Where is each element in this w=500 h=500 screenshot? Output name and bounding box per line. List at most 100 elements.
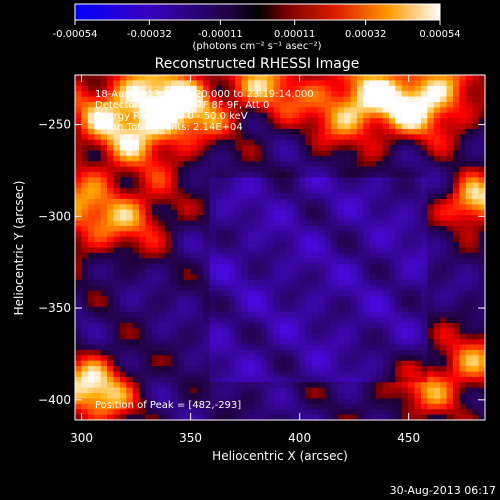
heatmap-cell xyxy=(132,242,140,249)
heatmap-cell xyxy=(433,231,441,238)
heatmap-cell xyxy=(420,371,428,378)
heatmap-cell xyxy=(452,145,460,152)
heatmap-cell xyxy=(318,387,326,394)
heatmap-cell xyxy=(254,236,262,243)
heatmap-cell xyxy=(126,387,134,394)
heatmap-cell xyxy=(119,306,127,313)
heatmap-cell xyxy=(222,85,230,92)
heatmap-cell xyxy=(177,290,185,297)
heatmap-cell xyxy=(119,112,127,119)
heatmap-cell xyxy=(292,349,300,356)
heatmap-cell xyxy=(190,220,198,227)
heatmap-cell xyxy=(177,322,185,329)
heatmap-cell xyxy=(388,123,396,130)
heatmap-cell xyxy=(280,161,288,168)
heatmap-cell xyxy=(158,414,166,420)
heatmap-cell xyxy=(94,96,102,103)
heatmap-cell xyxy=(81,150,89,157)
heatmap-cell xyxy=(312,274,320,281)
heatmap-cell xyxy=(87,333,95,340)
heatmap-cell xyxy=(395,220,403,227)
heatmap-cell xyxy=(472,209,480,216)
heatmap-cell xyxy=(209,155,217,162)
heatmap-cell xyxy=(247,139,255,146)
heatmap-cell xyxy=(452,225,460,232)
heatmap-cell xyxy=(151,409,159,416)
heatmap-cell xyxy=(209,215,217,222)
heatmap-cell xyxy=(273,258,281,265)
heatmap-cell xyxy=(446,85,454,92)
heatmap-cell xyxy=(113,285,121,292)
heatmap-cell xyxy=(75,209,83,216)
heatmap-cell xyxy=(280,112,288,119)
heatmap-cell xyxy=(440,258,448,265)
heatmap-cell xyxy=(299,139,307,146)
heatmap-cell xyxy=(440,269,448,276)
heatmap-cell xyxy=(171,85,179,92)
heatmap-cell xyxy=(414,75,422,81)
heatmap-cell xyxy=(171,123,179,130)
heatmap-cell xyxy=(75,258,83,265)
heatmap-cell xyxy=(318,209,326,216)
heatmap-cell xyxy=(414,285,422,292)
heatmap-cell xyxy=(446,101,454,108)
heatmap-cell xyxy=(183,290,191,297)
heatmap-cell xyxy=(459,145,467,152)
heatmap-cell xyxy=(478,269,485,276)
heatmap-cell xyxy=(273,360,281,367)
heatmap-cell xyxy=(318,204,326,211)
heatmap-cell xyxy=(414,393,422,400)
colorbar-tick-label: 0.00011 xyxy=(274,29,315,40)
heatmap-cell xyxy=(87,231,95,238)
heatmap-cell xyxy=(395,128,403,135)
heatmap-cell xyxy=(209,414,217,420)
heatmap-cell xyxy=(305,403,313,410)
heatmap-cell xyxy=(478,91,485,98)
heatmap-cell xyxy=(94,252,102,259)
heatmap-cell xyxy=(151,91,159,98)
heatmap-cell xyxy=(126,128,134,135)
heatmap-cell xyxy=(292,231,300,238)
heatmap-cell xyxy=(260,263,268,270)
heatmap-cell xyxy=(350,403,358,410)
heatmap-cell xyxy=(388,349,396,356)
heatmap-cell xyxy=(209,209,217,216)
heatmap-cell xyxy=(228,360,236,367)
heatmap-cell xyxy=(459,128,467,135)
heatmap-cell xyxy=(87,258,95,265)
heatmap-cell xyxy=(87,366,95,373)
heatmap-cell xyxy=(183,225,191,232)
heatmap-cell xyxy=(408,317,416,324)
heatmap-cell xyxy=(433,96,441,103)
heatmap-cell xyxy=(350,193,358,200)
heatmap-cell xyxy=(408,91,416,98)
heatmap-cell xyxy=(401,393,409,400)
heatmap-cell xyxy=(376,387,384,394)
heatmap-cell xyxy=(376,333,384,340)
heatmap-cell xyxy=(433,371,441,378)
heatmap-cell xyxy=(280,96,288,103)
heatmap-cell xyxy=(119,231,127,238)
heatmap-cell xyxy=(164,204,172,211)
heatmap-cell xyxy=(215,128,223,135)
heatmap-cell xyxy=(107,166,115,173)
heatmap-cell xyxy=(312,107,320,114)
heatmap-cell xyxy=(139,166,147,173)
heatmap-cell xyxy=(356,258,364,265)
heatmap-cell xyxy=(408,75,416,81)
heatmap-cell xyxy=(119,403,127,410)
heatmap-cell xyxy=(299,247,307,254)
heatmap-cell xyxy=(446,155,454,162)
heatmap-cell xyxy=(190,339,198,346)
heatmap-cell xyxy=(87,209,95,216)
heatmap-cell xyxy=(459,409,467,416)
heatmap-cell xyxy=(273,263,281,270)
heatmap-cell xyxy=(145,177,153,184)
heatmap-cell xyxy=(401,166,409,173)
heatmap-cell xyxy=(427,409,435,416)
heatmap-cell xyxy=(222,112,230,119)
heatmap-cell xyxy=(241,349,249,356)
heatmap-cell xyxy=(433,145,441,152)
heatmap-cell xyxy=(241,376,249,383)
heatmap-cell xyxy=(190,225,198,232)
